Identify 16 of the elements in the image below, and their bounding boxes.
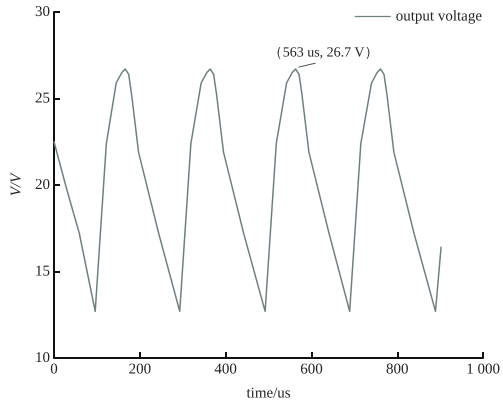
x-axis-title: time/us [246, 386, 291, 402]
y-tick-label: 20 [35, 177, 50, 193]
x-tick-label: 200 [128, 362, 152, 378]
x-tick-label: 600 [300, 362, 323, 378]
annotation: （563 us, 26.7 V） [268, 46, 379, 61]
y-tick-label: 10 [35, 350, 50, 366]
y-tick-label: 25 [35, 90, 50, 106]
y-axis-title: V/V [8, 172, 24, 196]
x-tick-label: 400 [214, 362, 237, 378]
y-tick-label: 15 [35, 264, 50, 280]
x-tick-label: 800 [386, 362, 409, 378]
line-series [53, 68, 442, 312]
legend-label: output voltage [396, 8, 482, 24]
y-tick-label: 30 [35, 4, 50, 20]
x-tick-label: 0 [50, 362, 58, 378]
x-tick-label: 1 000 [466, 362, 500, 378]
